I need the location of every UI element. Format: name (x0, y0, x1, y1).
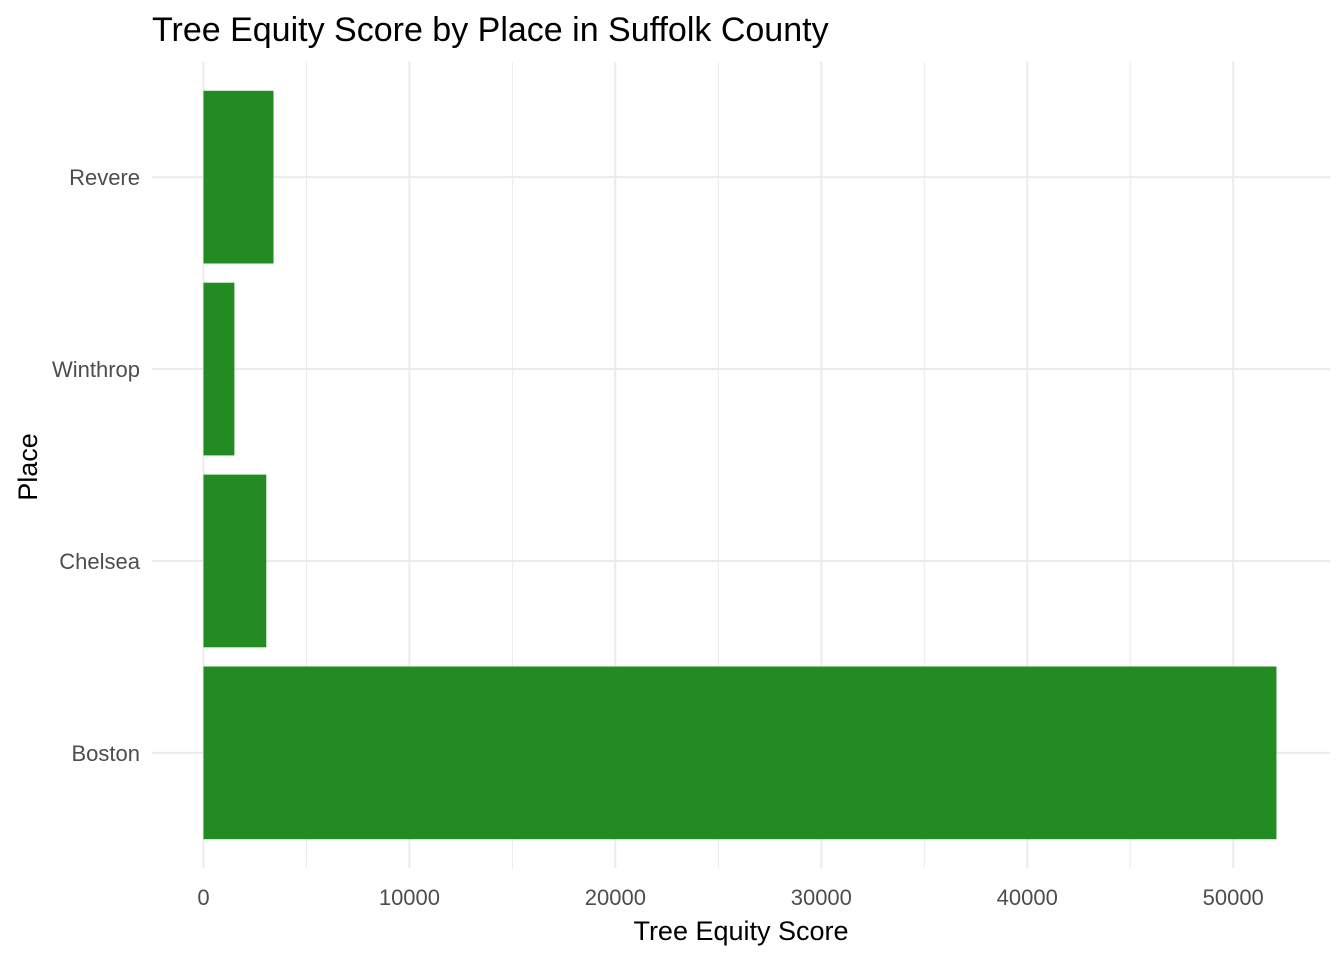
x-tick-label: 50000 (1203, 885, 1264, 910)
y-tick-label-chelsea: Chelsea (59, 549, 140, 574)
bar-revere (203, 90, 274, 264)
x-tick-label: 0 (197, 885, 209, 910)
bar-chelsea (203, 474, 267, 648)
bar-boston (203, 666, 1277, 840)
bar-winthrop (203, 282, 235, 456)
x-tick-label: 40000 (997, 885, 1058, 910)
bars (203, 90, 1277, 840)
x-axis-title: Tree Equity Score (633, 916, 848, 946)
y-tick-label-winthrop: Winthrop (52, 357, 140, 382)
x-tick-label: 20000 (585, 885, 646, 910)
chart-title: Tree Equity Score by Place in Suffolk Co… (152, 11, 829, 49)
x-tick-labels: 0 10000 20000 30000 40000 50000 (197, 885, 1263, 910)
y-tick-label-boston: Boston (72, 741, 141, 766)
x-tick-label: 10000 (379, 885, 440, 910)
x-tick-label: 30000 (791, 885, 852, 910)
y-tick-labels: Boston Chelsea Winthrop Revere (52, 165, 141, 766)
y-tick-label-revere: Revere (69, 165, 140, 190)
y-axis-title: Place (13, 433, 43, 501)
